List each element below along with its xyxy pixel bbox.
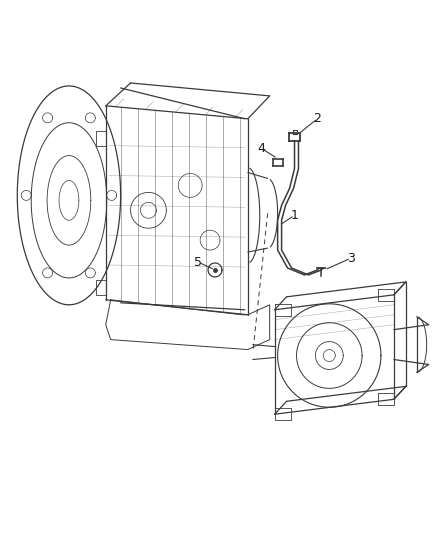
Text: 1: 1 <box>290 209 298 222</box>
Text: 5: 5 <box>194 255 202 269</box>
Text: 4: 4 <box>258 142 266 155</box>
Text: 3: 3 <box>347 252 355 264</box>
Text: 2: 2 <box>314 112 321 125</box>
